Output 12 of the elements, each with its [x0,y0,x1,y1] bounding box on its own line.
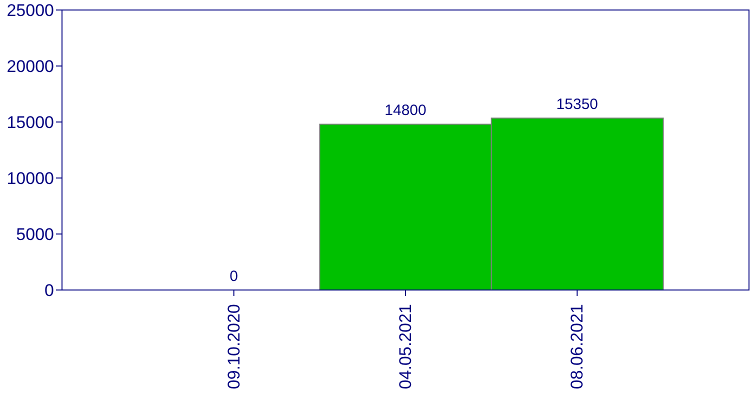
y-tick-label: 0 [44,281,54,300]
data-label: 14800 [384,102,426,120]
y-tick-label: 25000 [6,1,54,20]
x-tick-label: 04.05.2021 [396,304,415,390]
x-tick-label: 08.06.2021 [568,304,587,390]
x-tick-label: 09.10.2020 [224,304,244,390]
y-tick-label: 15000 [6,113,54,132]
y-tick-label: 20000 [6,57,54,76]
data-label: 0 [230,268,238,285]
data-label: 15350 [556,96,598,114]
y-tick-label: 10000 [6,169,54,188]
y-tick-label: 5000 [16,225,54,244]
